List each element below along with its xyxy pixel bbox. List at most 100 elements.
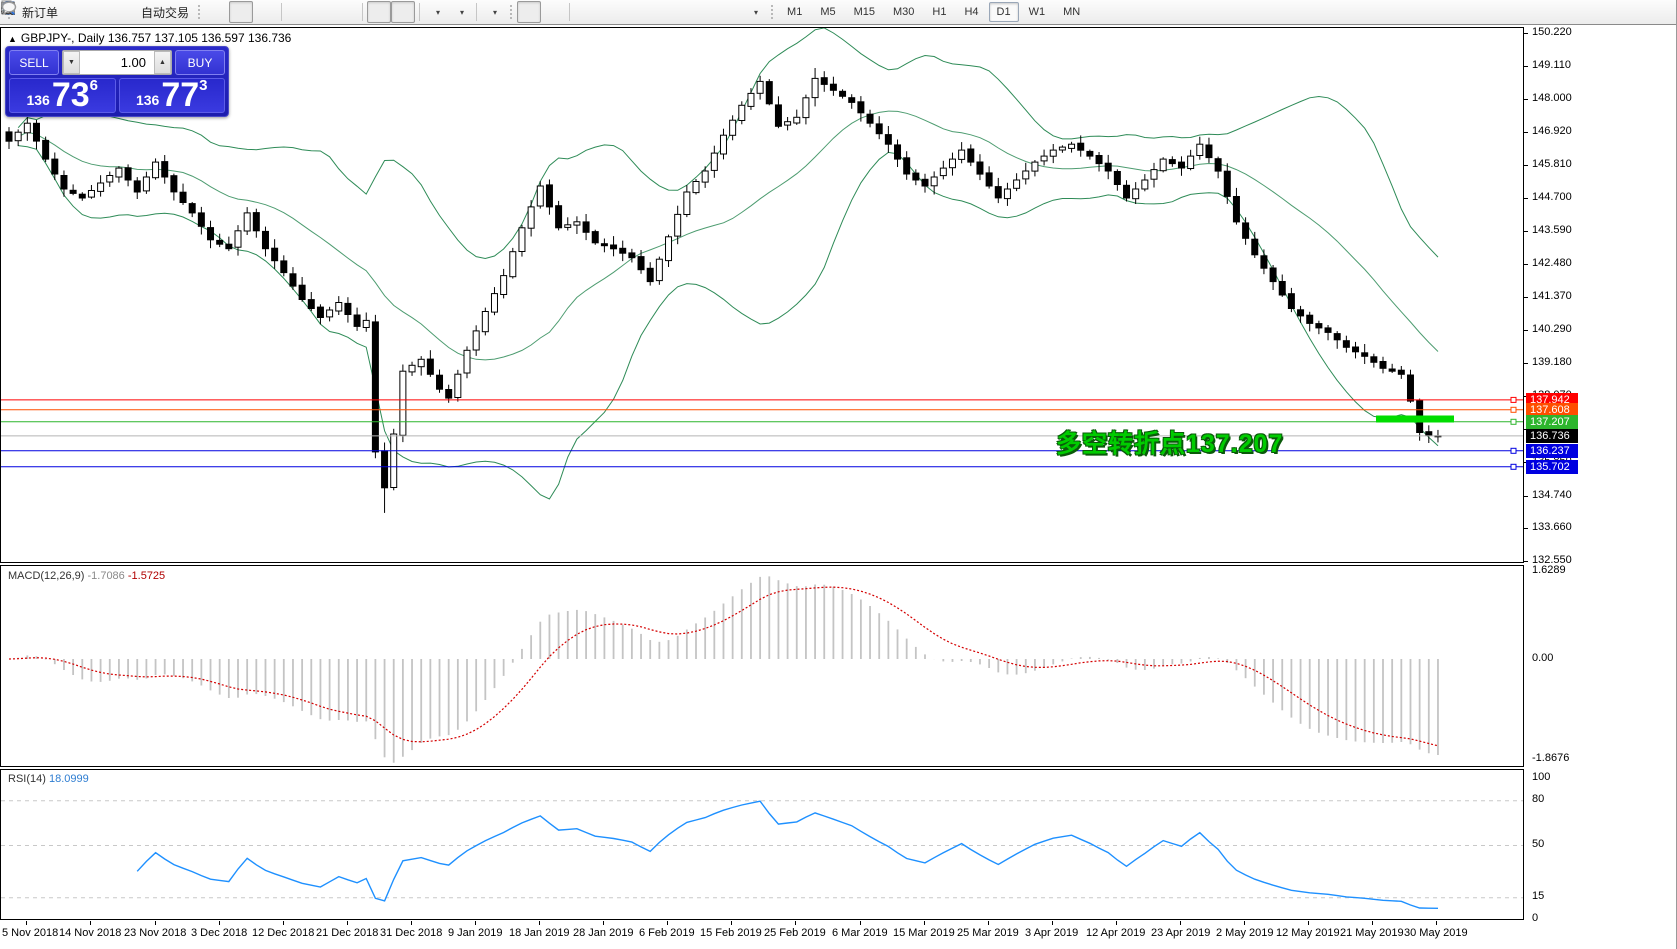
timeframe-h4[interactable]: H4 [964, 6, 979, 18]
date-tick [347, 921, 348, 925]
timeframe-d1[interactable]: D1 [988, 2, 1019, 22]
timeframe-w1[interactable]: W1 [1028, 6, 1046, 18]
sell-price-display[interactable]: 136 73 6 [9, 78, 116, 113]
macd-label: MACD(12,26,9) -1.7086 -1.5725 [8, 570, 165, 582]
date-tick [155, 921, 156, 925]
price-axis[interactable]: 150.220 149.110 148.000 146.920 145.810 144.7… [1524, 26, 1676, 924]
time-axis[interactable]: 5 Nov 2018 14 Nov 2018 23 Nov 2018 3 Dec 20… [0, 921, 1676, 949]
periods-button[interactable]: ▾ [1, 1, 472, 23]
symbol-title-text: GBPJPY-, Daily 136.757 137.105 136.597 1… [20, 31, 292, 45]
trendline-button[interactable] [2, 1, 646, 23]
macd-histogram [17, 576, 1439, 763]
date-tick [795, 921, 796, 925]
text-button[interactable]: A [4, 1, 718, 23]
new-order-label: 新订单 [22, 5, 59, 20]
date-label: 28 Jan 2019 [573, 927, 634, 939]
price-tick [1524, 561, 1528, 562]
search-button[interactable] [1, 1, 1650, 23]
date-label: 5 Nov 2018 [2, 927, 59, 939]
price-tick [1524, 231, 1528, 232]
symbol-title: ▲ GBPJPY-, Daily 136.757 137.105 136.597 … [8, 31, 291, 45]
toolbar-drag-handle[interactable] [197, 4, 202, 20]
fibonacci-button[interactable]: F [2, 1, 694, 23]
date-tick [1372, 921, 1373, 925]
label-button[interactable]: T [2, 1, 742, 23]
buy-price-pip: 3 [199, 77, 208, 94]
macd-signal-line [8, 586, 1439, 747]
date-tick [539, 921, 540, 925]
horizontal-line-button[interactable] [2, 1, 622, 23]
date-label: 21 Dec 2018 [316, 927, 379, 939]
buy-button[interactable]: BUY [175, 50, 225, 75]
duster-button[interactable] [2, 1, 86, 23]
chevron-down-icon: ▾ [754, 7, 759, 17]
toolbar-separator [419, 3, 421, 21]
zoom-in-button[interactable] [2, 1, 310, 23]
timeframe-m30[interactable]: M30 [893, 6, 915, 18]
shapes-button[interactable]: ▾ [3, 1, 766, 23]
price-tick-label: 149.110 [1532, 59, 1571, 71]
price-tick-label: 132.550 [1532, 554, 1572, 566]
toolbar-drag-handle[interactable] [509, 4, 514, 20]
bar-chart-button[interactable] [1, 1, 229, 23]
template-button[interactable]: ▾ [1, 1, 505, 23]
crosshair-button[interactable] [1, 1, 565, 23]
sell-button[interactable]: SELL [9, 50, 59, 75]
price-tick [1524, 132, 1528, 133]
macd-panel[interactable] [0, 565, 1524, 767]
cursor-button[interactable] [5, 1, 542, 23]
toolbar-drag-handle[interactable] [770, 4, 775, 20]
macd-axis-label: -1.8676 [1532, 752, 1570, 764]
main-chart-panel[interactable] [0, 27, 1524, 563]
date-label: 9 Jan 2019 [448, 927, 503, 939]
chart-annotation-text: 多空转折点137.207 [1056, 430, 1284, 458]
collapse-arrow-icon[interactable]: ▲ [8, 34, 17, 44]
auto-trading-button[interactable]: 自动交易 [1, 1, 193, 23]
price-tick-label: 150.220 [1532, 26, 1572, 38]
zoom-out-button[interactable] [2, 1, 334, 23]
price-tick [1524, 528, 1528, 529]
macd-value-1: -1.7086 [87, 570, 125, 582]
date-label: 23 Apr 2019 [1151, 927, 1211, 939]
volume-down-button[interactable]: ▼ [63, 51, 80, 74]
tile-windows-button[interactable] [1, 1, 358, 23]
rsi-panel[interactable] [0, 769, 1524, 920]
new-order-button[interactable]: 新订单 [1, 0, 62, 23]
chart-shift-button[interactable] [1, 1, 416, 23]
timeframe-m1[interactable]: M1 [787, 6, 803, 18]
trend-highlight-bar[interactable] [1376, 415, 1454, 423]
timeframe-mn[interactable]: MN [1063, 6, 1081, 18]
line-chart-button[interactable] [1, 1, 277, 23]
candlestick-button[interactable] [1, 1, 254, 23]
buy-price-display[interactable]: 136 77 3 [118, 77, 225, 113]
indicators-button[interactable]: ▾ [1, 0, 448, 23]
timeframe-m5[interactable]: M5 [820, 6, 836, 18]
date-tick [475, 921, 476, 925]
chat-button[interactable] [1, 1, 1674, 23]
price-tick-label: 144.700 [1532, 191, 1572, 203]
date-label: 12 Dec 2018 [252, 927, 315, 939]
channel-button[interactable]: E [1, 1, 670, 23]
timeframe-bar: M1 M5 M15 M30 H1 H4 D1 W1 MN [778, 2, 1089, 22]
volume-control: ▼ 1.00 ▲ [62, 50, 172, 75]
price-chart-canvas[interactable] [1, 28, 1523, 562]
vertical-line-button[interactable] [7, 1, 598, 23]
price-tick [1524, 165, 1528, 166]
date-label: 25 Mar 2019 [957, 927, 1019, 939]
rsi-line [136, 800, 1439, 909]
timeframe-h1[interactable]: H1 [932, 6, 947, 18]
toolbar-separator [281, 3, 283, 21]
price-tick-label: 142.480 [1532, 257, 1572, 269]
timeframe-m15[interactable]: M15 [853, 6, 875, 18]
date-label: 25 Feb 2019 [764, 927, 826, 939]
date-label: 12 May 2019 [1276, 927, 1340, 939]
metaeditor-button[interactable] [0, 1, 110, 23]
buy-price-prefix: 136 [135, 92, 160, 108]
volume-up-button[interactable]: ▲ [154, 51, 171, 74]
price-line-label: 135.702 [1526, 460, 1578, 474]
volume-input[interactable]: 1.00 [120, 55, 146, 70]
chevron-down-icon: ▾ [460, 7, 465, 17]
horizontal-lines[interactable] [1, 396, 1523, 470]
auto-scroll-button[interactable] [1, 1, 392, 23]
signal-button[interactable] [2, 1, 134, 23]
